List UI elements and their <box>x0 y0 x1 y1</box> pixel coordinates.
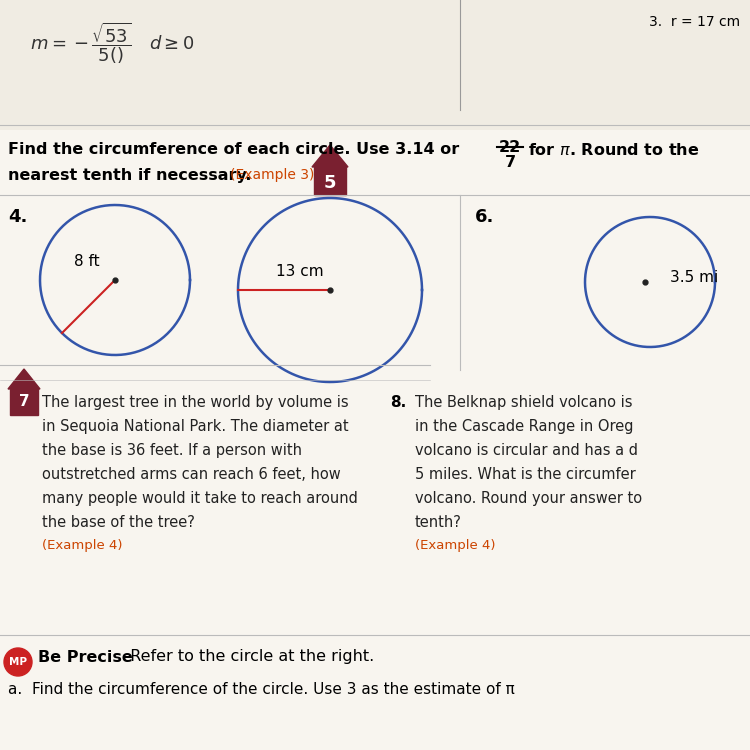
Text: $m = -\dfrac{\sqrt{53}}{5()}$   $d \geq 0$: $m = -\dfrac{\sqrt{53}}{5()}$ $d \geq 0$ <box>30 20 194 66</box>
Text: for $\pi$. Round to the: for $\pi$. Round to the <box>528 142 699 158</box>
Text: (Example 4): (Example 4) <box>42 539 122 552</box>
Text: Be Precise: Be Precise <box>38 650 133 664</box>
Text: 13 cm: 13 cm <box>276 265 324 280</box>
Text: 7: 7 <box>505 155 515 170</box>
Text: 6.: 6. <box>475 208 494 226</box>
Text: The largest tree in the world by volume is: The largest tree in the world by volume … <box>42 395 349 410</box>
Text: 3.  r = 17 cm: 3. r = 17 cm <box>649 15 740 29</box>
Text: in the Cascade Range in Oreg: in the Cascade Range in Oreg <box>415 419 634 434</box>
Text: volcano is circular and has a d: volcano is circular and has a d <box>415 443 638 458</box>
Text: Refer to the circle at the right.: Refer to the circle at the right. <box>120 650 374 664</box>
Text: 3.5 mi: 3.5 mi <box>670 269 718 284</box>
Text: (Example 4): (Example 4) <box>415 539 496 552</box>
Text: the base is 36 feet. If a person with: the base is 36 feet. If a person with <box>42 443 302 458</box>
Text: 5 miles. What is the circumfer: 5 miles. What is the circumfer <box>415 467 636 482</box>
Text: nearest tenth if necessary.: nearest tenth if necessary. <box>8 168 251 183</box>
Text: many people would it take to reach around: many people would it take to reach aroun… <box>42 491 358 506</box>
Text: MP: MP <box>9 657 27 667</box>
Polygon shape <box>312 145 348 167</box>
Circle shape <box>4 648 32 676</box>
FancyBboxPatch shape <box>0 0 750 130</box>
Text: Find the circumference of each circle. Use 3.14 or: Find the circumference of each circle. U… <box>8 142 459 157</box>
Text: tenth?: tenth? <box>415 515 462 530</box>
Text: the base of the tree?: the base of the tree? <box>42 515 195 530</box>
Polygon shape <box>8 369 40 389</box>
Text: The Belknap shield volcano is: The Belknap shield volcano is <box>415 395 632 410</box>
Text: 22: 22 <box>499 140 521 155</box>
Text: 4.: 4. <box>8 208 27 226</box>
Text: 8 ft: 8 ft <box>74 254 100 269</box>
FancyBboxPatch shape <box>314 167 346 195</box>
Text: 7: 7 <box>19 394 29 410</box>
Text: volcano. Round your answer to: volcano. Round your answer to <box>415 491 642 506</box>
Text: 8.: 8. <box>390 395 406 410</box>
Text: outstretched arms can reach 6 feet, how: outstretched arms can reach 6 feet, how <box>42 467 340 482</box>
Text: 5: 5 <box>324 174 336 192</box>
Text: (Example 3): (Example 3) <box>230 168 314 182</box>
Text: a.  Find the circumference of the circle. Use 3 as the estimate of π: a. Find the circumference of the circle.… <box>8 682 514 697</box>
Text: in Sequoia National Park. The diameter at: in Sequoia National Park. The diameter a… <box>42 419 349 434</box>
FancyBboxPatch shape <box>10 389 38 415</box>
